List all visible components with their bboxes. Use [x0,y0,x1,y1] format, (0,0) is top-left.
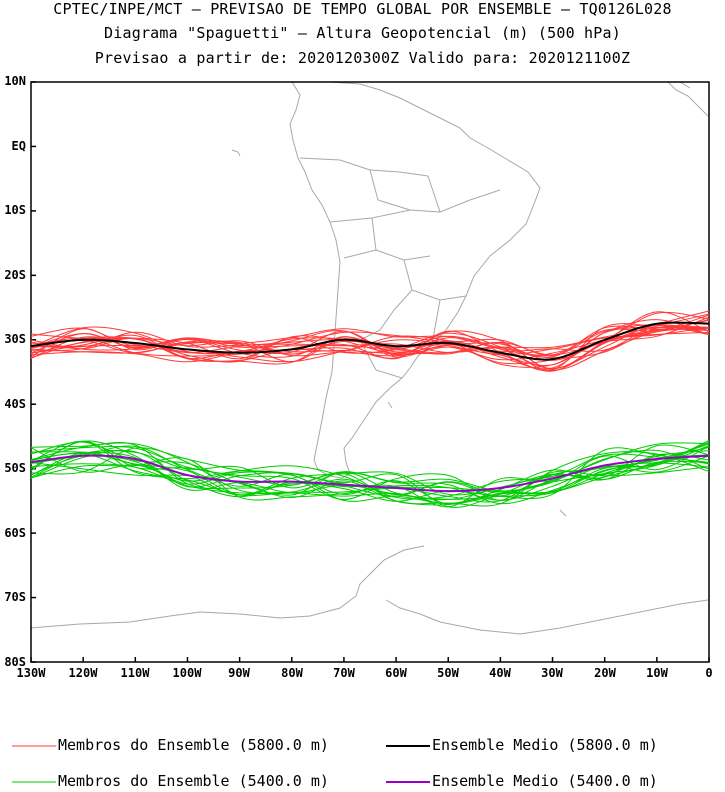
lat-label-70s: 70S [4,590,26,604]
ensemble-member-line [30,463,710,503]
lon-label-70w: 70W [333,666,355,680]
lat-label-60s: 60S [4,526,26,540]
lon-label-50w: 50W [437,666,459,680]
mean-5800-contour [30,321,710,361]
ensemble-member-line [30,440,710,504]
lat-label-20s: 20S [4,268,26,282]
lon-label-100w: 100W [172,666,202,680]
lat-label-30s: 30S [4,332,26,346]
lon-label-40w: 40W [489,666,511,680]
ensemble-member-line [30,455,710,501]
ensemble-member-line [30,325,710,358]
ensemble-member-line [30,319,710,372]
green-member-contours [30,439,710,508]
lon-label-60w: 60W [385,666,407,680]
lon-label-80w: 80W [281,666,303,680]
lon-label-10w: 10W [646,666,668,680]
mean-5400-contour [30,454,710,493]
chart-title-line-3: Previsao a partir de: 2020120300Z Valido… [94,49,631,67]
axis-ticks [30,81,710,663]
chart-title-line-1: CPTEC/INPE/MCT – PREVISAO DE TEMPO GLOBA… [53,0,672,18]
lon-label-110w: 110W [120,666,150,680]
lat-label-80s: 80S [4,655,26,669]
islands [231,149,567,517]
country-borders [299,157,501,379]
lat-label-50s: 50S [4,461,26,475]
lat-label-40s: 40S [4,397,26,411]
ensemble-member-line [30,454,710,505]
lat-label-eq: EQ [11,139,26,153]
legend-red-members-label: Membros do Ensemble (5800.0 m) [58,736,329,754]
lon-label-30w: 30W [541,666,563,680]
lon-label-90w: 90W [228,666,250,680]
ensemble-member-line [30,439,710,500]
plot-frame [30,81,710,663]
lon-label-20w: 20W [594,666,616,680]
lat-label-10n: 10N [4,74,26,88]
ensemble-member-line [30,328,710,371]
lon-label-130w: 130W [16,666,46,680]
ensemble-member-line [30,445,710,501]
legend-green-members-label: Membros do Ensemble (5400.0 m) [58,772,329,790]
lon-label-0: 0 [705,666,713,680]
coastlines [29,81,709,635]
ensemble-member-line [30,444,710,496]
ensemble-member-line [30,326,710,354]
chart-title-line-2: Diagrama "Spaguetti" – Altura Geopotenci… [104,24,621,42]
ensemble-member-line [30,324,710,357]
antarctica-coast [29,545,709,635]
ensemble-member-line [30,446,710,505]
lat-label-10s: 10S [4,203,26,217]
legend-purple-mean-label: Ensemble Medio (5400.0 m) [432,772,658,790]
legend-black-mean-label: Ensemble Medio (5800.0 m) [432,736,658,754]
lon-label-120w: 120W [68,666,98,680]
south-america-coast [289,81,541,479]
ensemble-member-line [30,316,710,365]
red-member-contours [30,310,710,372]
africa-coast [667,81,709,117]
